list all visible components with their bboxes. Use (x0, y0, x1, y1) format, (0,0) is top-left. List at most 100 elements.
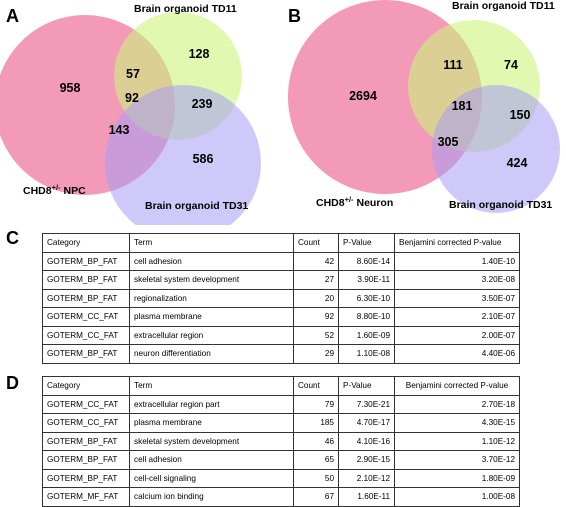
table-cell-benjamini: 3.50E-07 (394, 288, 520, 308)
venn-a-count-npc-td31: 143 (109, 123, 130, 137)
venn-b-label-td11: Brain organoid TD11 (452, 0, 555, 12)
table-cell-count: 29 (293, 344, 339, 364)
venn-b-count-center: 181 (452, 99, 473, 113)
go-table-d: Category Term Count P-Value Benjamini co… (42, 376, 520, 507)
table-header-cell: Count (293, 233, 339, 253)
table-cell-benjamini: 2.70E-18 (394, 394, 520, 414)
table-cell-count: 50 (293, 468, 339, 488)
table-header-cell: Category (42, 233, 130, 253)
table-cell-category: GOTERM_CC_FAT (42, 307, 130, 327)
venn-b-count-only-td11: 74 (504, 58, 518, 72)
table-cell-term: extracellular region part (129, 394, 294, 414)
venn-b-count-neuron-td11: 111 (443, 58, 463, 72)
table-cell-count: 27 (293, 270, 339, 290)
table-cell-term: calcium ion binding (129, 487, 294, 507)
panel-letter-d: D (6, 373, 19, 393)
table-cell-term: plasma membrane (129, 413, 294, 433)
venn-b-count-only-neuron: 2694 (349, 89, 377, 103)
table-cell-pvalue: 3.90E-11 (338, 270, 395, 290)
venn-a-count-td11-td31: 239 (192, 97, 213, 111)
table-cell-count: 67 (293, 487, 339, 507)
table-cell-count: 52 (293, 325, 339, 345)
venn-a-count-only-npc: 958 (60, 81, 81, 95)
table-header-cell: Benjamini corrected P-value (394, 233, 520, 253)
venn-b-circle-td31 (432, 85, 560, 213)
table-row: GOTERM_BP_FAT cell adhesion 65 2.90E-15 … (42, 450, 520, 470)
table-cell-benjamini: 1.00E-08 (394, 487, 520, 507)
table-cell-category: GOTERM_BP_FAT (42, 450, 130, 470)
table-cell-category: GOTERM_CC_FAT (42, 394, 130, 414)
table-cell-term: plasma membrane (129, 307, 294, 327)
table-cell-benjamini: 2.00E-07 (394, 325, 520, 345)
venn-a-label-npc: CHD8+/- NPC (23, 183, 86, 197)
table-row: GOTERM_CC_FAT extracellular region 52 1.… (42, 325, 520, 345)
go-table-c: Category Term Count P-Value Benjamini co… (42, 233, 520, 364)
table-cell-pvalue: 7.30E-21 (338, 394, 395, 414)
table-cell-pvalue: 1.10E-08 (338, 344, 395, 364)
table-cell-count: 185 (293, 413, 339, 433)
table-cell-category: GOTERM_CC_FAT (42, 325, 130, 345)
table-row: GOTERM_BP_FAT skeletal system developmen… (42, 270, 520, 290)
table-header-row: Category Term Count P-Value Benjamini co… (42, 376, 520, 396)
panel-letter-c: C (6, 228, 19, 248)
venn-a-count-npc-td11: 57 (126, 67, 140, 81)
table-cell-category: GOTERM_BP_FAT (42, 288, 130, 308)
table-row: GOTERM_CC_FAT plasma membrane 185 4.70E-… (42, 413, 520, 433)
venn-b-count-neuron-td31: 305 (438, 135, 459, 149)
table-row: GOTERM_BP_FAT regionalization 20 6.30E-1… (42, 288, 520, 308)
table-header-cell: Category (42, 376, 130, 396)
table-cell-benjamini: 3.70E-12 (394, 450, 520, 470)
table-cell-category: GOTERM_BP_FAT (42, 431, 130, 451)
venn-a-count-center: 92 (125, 91, 139, 105)
table-cell-term: cell adhesion (129, 251, 294, 271)
table-cell-count: 79 (293, 394, 339, 414)
table-header-cell: Benjamini corrected P-value (394, 376, 520, 396)
venn-b-count-td11-td31: 150 (510, 108, 531, 122)
panel-letter-b: B (288, 6, 301, 26)
venn-diagram-b: 2694 74 111 181 150 305 424 Brain organo… (288, 0, 560, 213)
table-cell-benjamini: 2.10E-07 (394, 307, 520, 327)
table-header-cell: Term (129, 233, 294, 253)
venn-b-label-neuron: CHD8+/- Neuron (316, 195, 393, 209)
table-header-row: Category Term Count P-Value Benjamini co… (42, 233, 520, 253)
table-cell-category: GOTERM_BP_FAT (42, 344, 130, 364)
table-cell-count: 92 (293, 307, 339, 327)
table-cell-benjamini: 3.20E-08 (394, 270, 520, 290)
table-cell-pvalue: 1.60E-09 (338, 325, 395, 345)
table-cell-pvalue: 8.60E-14 (338, 251, 395, 271)
table-cell-category: GOTERM_BP_FAT (42, 251, 130, 271)
table-cell-benjamini: 4.40E-06 (394, 344, 520, 364)
table-cell-term: skeletal system development (129, 270, 294, 290)
table-cell-pvalue: 6.30E-10 (338, 288, 395, 308)
venn-a-circle-td31 (105, 85, 261, 225)
table-cell-benjamini: 1.40E-10 (394, 251, 520, 271)
venn-a-label-td11: Brain organoid TD11 (134, 3, 237, 15)
table-cell-pvalue: 2.90E-15 (338, 450, 395, 470)
table-row: GOTERM_CC_FAT extracellular region part … (42, 394, 520, 414)
table-row: GOTERM_BP_FAT skeletal system developmen… (42, 431, 520, 451)
table-cell-pvalue: 4.10E-16 (338, 431, 395, 451)
table-cell-category: GOTERM_CC_FAT (42, 413, 130, 433)
table-cell-pvalue: 1.60E-11 (338, 487, 395, 507)
table-cell-count: 20 (293, 288, 339, 308)
table-cell-count: 46 (293, 431, 339, 451)
table-cell-term: extracellular region (129, 325, 294, 345)
table-cell-category: GOTERM_MF_FAT (42, 487, 130, 507)
venn-a-count-only-td11: 128 (189, 47, 210, 61)
venn-a-count-only-td31: 586 (193, 152, 214, 166)
table-cell-term: skeletal system development (129, 431, 294, 451)
panel-letter-a: A (6, 6, 19, 26)
table-header-cell: Count (293, 376, 339, 396)
table-cell-count: 42 (293, 251, 339, 271)
table-cell-term: cell-cell signaling (129, 468, 294, 488)
table-header-cell: Term (129, 376, 294, 396)
table-row: GOTERM_MF_FAT calcium ion binding 67 1.6… (42, 487, 520, 507)
table-cell-term: neuron differentiation (129, 344, 294, 364)
table-cell-benjamini: 4.30E-15 (394, 413, 520, 433)
venn-b-label-td31: Brain organoid TD31 (449, 199, 552, 211)
venn-a-label-td31: Brain organoid TD31 (145, 200, 248, 212)
table-cell-term: regionalization (129, 288, 294, 308)
venn-diagram-a: 958 128 57 92 239 143 586 Brain organoid… (0, 3, 261, 225)
table-header-cell: P-Value (338, 233, 395, 253)
table-header-cell: P-Value (338, 376, 395, 396)
